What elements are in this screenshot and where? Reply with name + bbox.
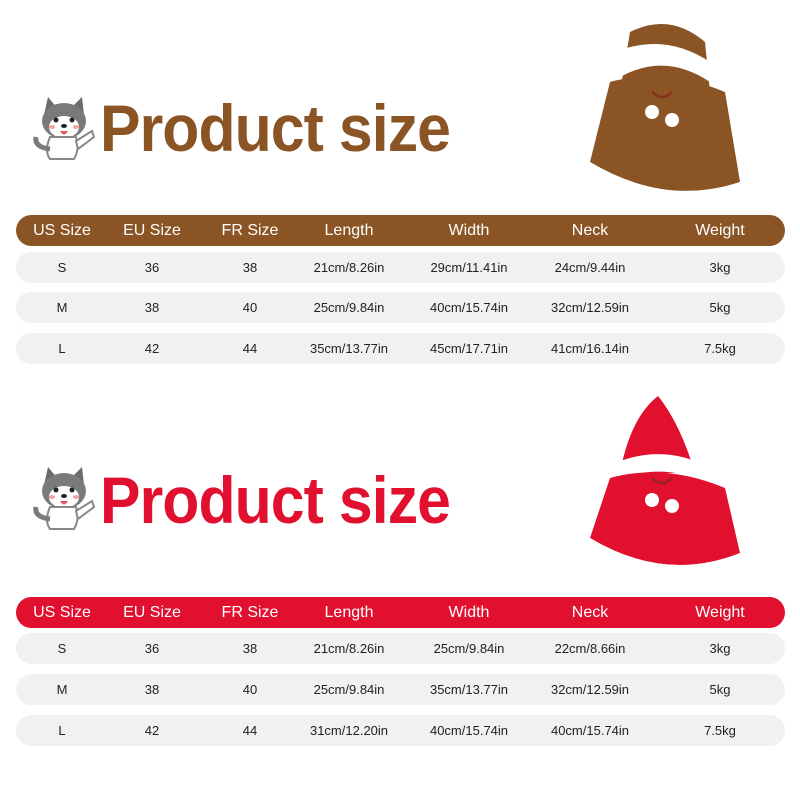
column-header: Width bbox=[448, 603, 490, 621]
table-cell: 41cm/16.14in bbox=[550, 341, 630, 356]
table-cell: 38 bbox=[144, 300, 160, 315]
table-row: S 36 38 21cm/8.26in 29cm/11.41in 24cm/9.44in 3… bbox=[16, 252, 785, 283]
table-cell: 25cm/9.84in bbox=[313, 300, 385, 315]
table-cell: 3kg bbox=[709, 260, 731, 275]
table-cell: 31cm/12.20in bbox=[309, 723, 389, 738]
table-cell: 3kg bbox=[709, 641, 731, 656]
column-header: EU Size bbox=[123, 221, 181, 239]
table-cell: L bbox=[58, 723, 66, 738]
dog-mascot-icon bbox=[30, 93, 100, 170]
table-cell: 24cm/9.44in bbox=[554, 260, 626, 275]
table-cell: 36 bbox=[144, 641, 160, 656]
column-header: Neck bbox=[571, 221, 609, 239]
table-cell: 38 bbox=[144, 682, 160, 697]
column-header: EU Size bbox=[123, 603, 181, 621]
table-cell: 42 bbox=[144, 341, 160, 356]
column-header: Width bbox=[448, 221, 490, 239]
table-cell: 36 bbox=[144, 260, 160, 275]
column-header: US Size bbox=[33, 221, 91, 239]
table-cell: 25cm/9.84in bbox=[313, 682, 385, 697]
table-cell: 45cm/17.71in bbox=[429, 341, 509, 356]
table-cell: 7.5kg bbox=[704, 341, 736, 356]
table-cell: M bbox=[56, 300, 68, 315]
table-cell: 35cm/13.77in bbox=[309, 341, 389, 356]
table-cell: 29cm/11.41in bbox=[430, 260, 508, 275]
table-cell: 40cm/15.74in bbox=[429, 300, 509, 315]
product-image-brown-reindeer-cape bbox=[580, 12, 750, 207]
table-cell: 35cm/13.77in bbox=[429, 682, 509, 697]
table-cell: S bbox=[57, 641, 67, 656]
column-header: FR Size bbox=[221, 603, 279, 621]
table-header: US Size EU Size FR Size Length Width Neck Weig… bbox=[16, 215, 785, 246]
table-cell: 38 bbox=[242, 260, 258, 275]
table-cell: 40 bbox=[242, 300, 258, 315]
table-cell: 5kg bbox=[709, 300, 731, 315]
table-cell: 42 bbox=[144, 723, 160, 738]
table-cell: 40cm/15.74in bbox=[550, 723, 630, 738]
table-cell: 21cm/8.26in bbox=[313, 641, 385, 656]
table-cell: M bbox=[56, 682, 68, 697]
column-header: Length bbox=[324, 221, 374, 239]
table-cell: 44 bbox=[242, 341, 258, 356]
section-title: Product size bbox=[100, 91, 451, 165]
column-header: Neck bbox=[571, 603, 609, 621]
table-row: S 36 38 21cm/8.26in 25cm/9.84in 22cm/8.66in 3k… bbox=[16, 633, 785, 664]
table-cell: 25cm/9.84in bbox=[433, 641, 505, 656]
table-row: M 38 40 25cm/9.84in 35cm/13.77in 32cm/12.59in… bbox=[16, 674, 785, 705]
table-cell: 40 bbox=[242, 682, 258, 697]
table-cell: S bbox=[57, 260, 67, 275]
section-title: Product size bbox=[100, 463, 451, 537]
table-cell: L bbox=[58, 341, 66, 356]
dog-mascot-icon bbox=[30, 463, 100, 540]
table-cell: 32cm/12.59in bbox=[550, 682, 630, 697]
column-header: US Size bbox=[33, 603, 91, 621]
table-row: L 42 44 31cm/12.20in 40cm/15.74in 40cm/15.74i… bbox=[16, 715, 785, 746]
table-cell: 7.5kg bbox=[704, 723, 736, 738]
column-header: Length bbox=[324, 603, 374, 621]
table-cell: 40cm/15.74in bbox=[429, 723, 509, 738]
product-image-red-santa-cape bbox=[580, 378, 750, 593]
table-row: M 38 40 25cm/9.84in 40cm/15.74in 32cm/12.59in… bbox=[16, 292, 785, 323]
table-cell: 21cm/8.26in bbox=[313, 260, 385, 275]
table-cell: 38 bbox=[242, 641, 258, 656]
table-cell: 44 bbox=[242, 723, 258, 738]
column-header: Weight bbox=[695, 603, 745, 621]
column-header: FR Size bbox=[221, 221, 279, 239]
table-row: L 42 44 35cm/13.77in 45cm/17.71in 41cm/16.14i… bbox=[16, 333, 785, 364]
table-cell: 32cm/12.59in bbox=[550, 300, 630, 315]
table-cell: 22cm/8.66in bbox=[554, 641, 626, 656]
table-cell: 5kg bbox=[709, 682, 731, 697]
column-header: Weight bbox=[695, 221, 745, 239]
table-header: US Size EU Size FR Size Length Width Neck Weig… bbox=[16, 597, 785, 628]
